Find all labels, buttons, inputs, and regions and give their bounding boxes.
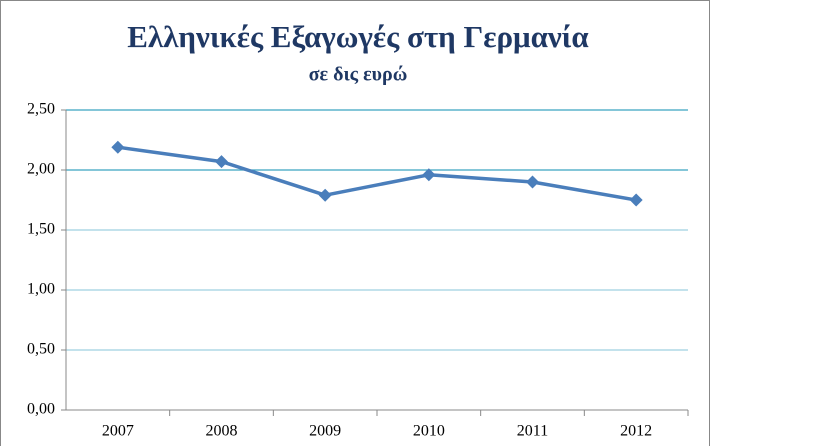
x-tick-label: 2009 xyxy=(309,423,341,440)
y-tick-label: 0,50 xyxy=(27,341,55,358)
y-tick-label: 1,00 xyxy=(27,281,55,298)
chart-title: Ελληνικές Εξαγωγές στη Γερμανία xyxy=(127,19,588,54)
data-marker xyxy=(318,188,332,202)
x-tick-label: 2010 xyxy=(413,423,445,440)
y-tick-label: 2,50 xyxy=(27,101,55,118)
x-tick-label: 2007 xyxy=(102,423,134,440)
chart-subtitle: σε δις ευρώ xyxy=(309,64,408,86)
x-tick-label: 2012 xyxy=(620,423,652,440)
data-marker xyxy=(111,140,125,154)
data-marker xyxy=(526,175,539,189)
data-line xyxy=(117,145,637,202)
data-marker xyxy=(422,168,436,182)
y-tick-label: 2,00 xyxy=(27,161,55,178)
chart-frame xyxy=(0,0,710,446)
x-tick-label: 2011 xyxy=(517,423,548,440)
x-tick-label: 2008 xyxy=(206,423,238,440)
data-marker xyxy=(629,193,643,207)
y-tick-label: 1,50 xyxy=(27,221,55,238)
y-tick-label: 0,00 xyxy=(27,401,55,418)
data-marker xyxy=(215,155,228,169)
